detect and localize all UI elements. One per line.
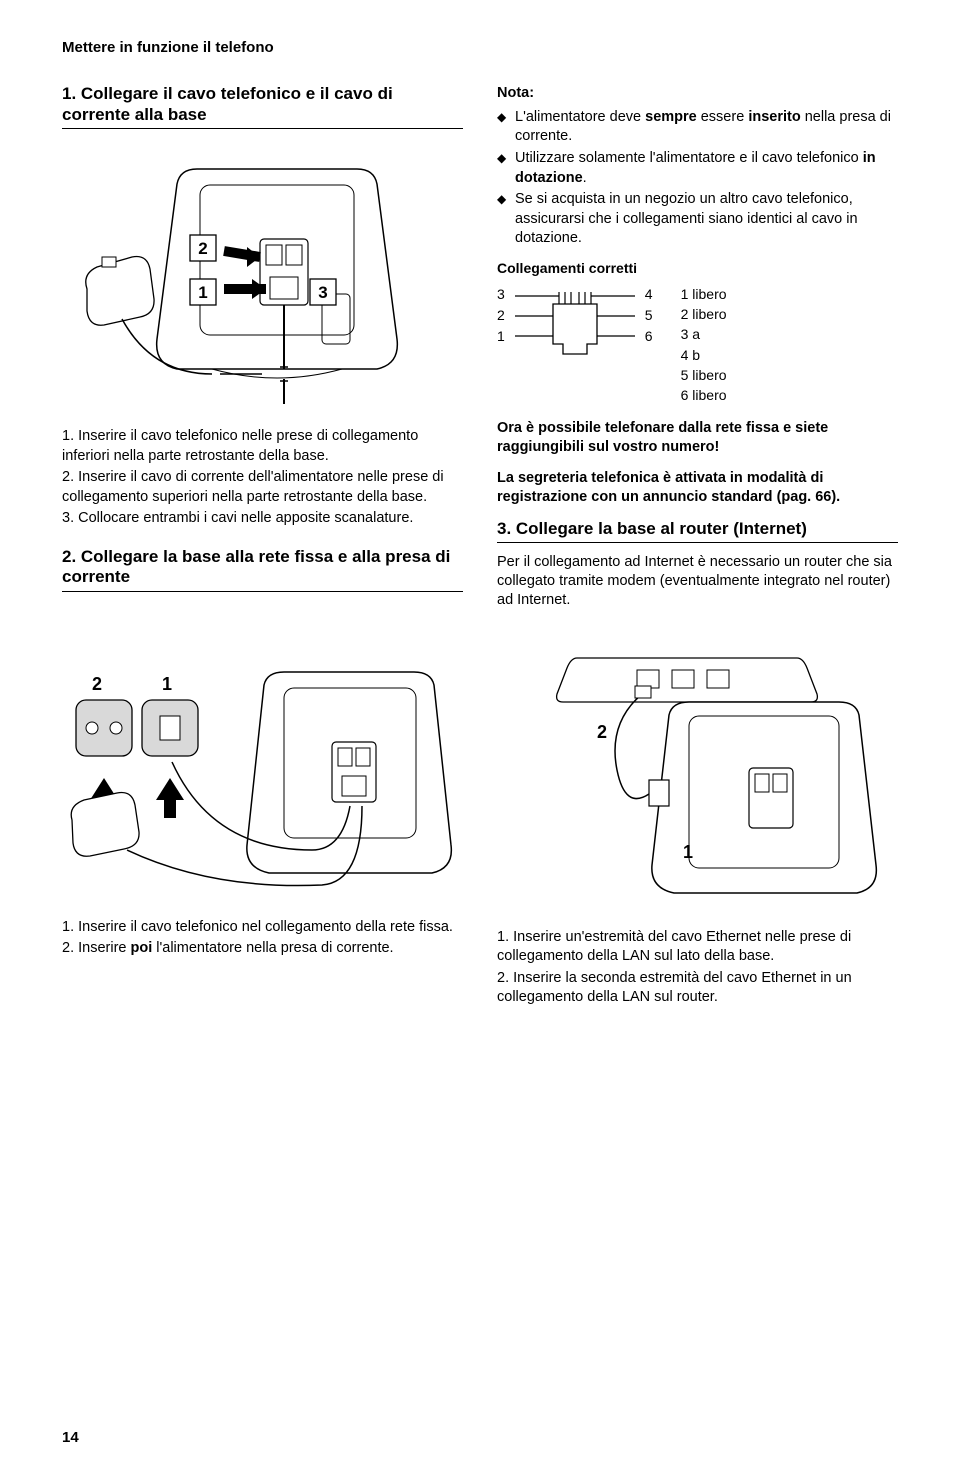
left-column: 1. Collegare il cavo telefonico e il cav… [62,84,463,621]
confirmation-text-2: La segreteria telefonica è attivata in m… [497,469,898,507]
note-heading: Nota: [497,84,898,104]
section2-title: 2. Collegare la base alla rete fissa e a… [62,547,463,592]
pin-legend: 1 libero2 libero3 a4 b5 libero6 libero [681,284,727,406]
section3-title: 3. Collegare la base al router (Internet… [497,519,898,543]
section1-title: 1. Collegare il cavo telefonico e il cav… [62,84,463,129]
note-list: L'alimentatore deve sempre essere inseri… [497,108,898,249]
right-column: Nota: L'alimentatore deve sempre essere … [497,84,898,621]
router-connection-diagram: 2 1 [497,650,897,910]
fig1-label-3: 3 [318,283,327,302]
fig1-label-2: 2 [198,239,207,258]
note-item: L'alimentatore deve sempre essere inseri… [497,108,898,147]
page-header: Mettere in funzione il telefono [62,38,898,58]
figure1: 1 2 3 [62,139,463,409]
fig2-label-1: 1 [162,674,172,694]
list-item: 1. Inserire un'estremità del cavo Ethern… [497,928,898,967]
confirmation-text-1: Ora è possibile telefonare dalla rete fi… [497,419,898,457]
steps-list-1: 1. Inserire il cavo telefonico nelle pre… [62,427,463,529]
list-item: 2. Inserire poi l'alimentatore nella pre… [62,939,463,959]
figure3: 2 1 [497,650,898,910]
section3-intro: Per il collegamento ad Internet è necess… [497,553,898,610]
fig3-label-1: 1 [683,842,693,862]
note-item: Se si acquista in un negozio un altro ca… [497,190,898,249]
rj-jack-icon [515,284,635,364]
list-item: 3. Collocare entrambi i cavi nelle appos… [62,509,463,529]
list-item: 1. Inserire il cavo telefonico nel colle… [62,918,463,938]
list-item: 2. Inserire la seconda estremità del cav… [497,969,898,1008]
pin-left-labels: 321 [497,284,505,347]
connections-heading: Collegamenti corretti [497,259,898,278]
fig3-label-2: 2 [597,722,607,742]
right-col-2: 2 1 1. Inserire un'estremità del cavo Et… [497,640,898,1026]
steps-list-3: 1. Inserire un'estremità del cavo Ethern… [497,928,898,1008]
pin-diagram: 321 456 1 libero2 libero3 a4 b5 libero6 [497,284,898,406]
pin-right-labels: 456 [645,284,653,347]
row-2: 2 1 1. Inserire il cavo telefonico nel c… [62,640,898,1026]
steps-list-2: 1. Inserire il cavo telefonico nel colle… [62,918,463,959]
page-number: 14 [62,1428,79,1448]
left-col-2: 2 1 1. Inserire il cavo telefonico nel c… [62,640,463,1026]
main-columns: 1. Collegare il cavo telefonico e il cav… [62,84,898,621]
fig1-label-1: 1 [198,283,207,302]
list-item: 2. Inserire il cavo di corrente dell'ali… [62,468,463,507]
list-item: 1. Inserire il cavo telefonico nelle pre… [62,427,463,466]
figure2: 2 1 [62,650,463,900]
fig2-label-2: 2 [92,674,102,694]
wall-connection-diagram: 2 1 [62,650,462,900]
device-back-diagram-1: 1 2 3 [62,139,442,409]
note-item: Utilizzare solamente l'alimentatore e il… [497,149,898,188]
